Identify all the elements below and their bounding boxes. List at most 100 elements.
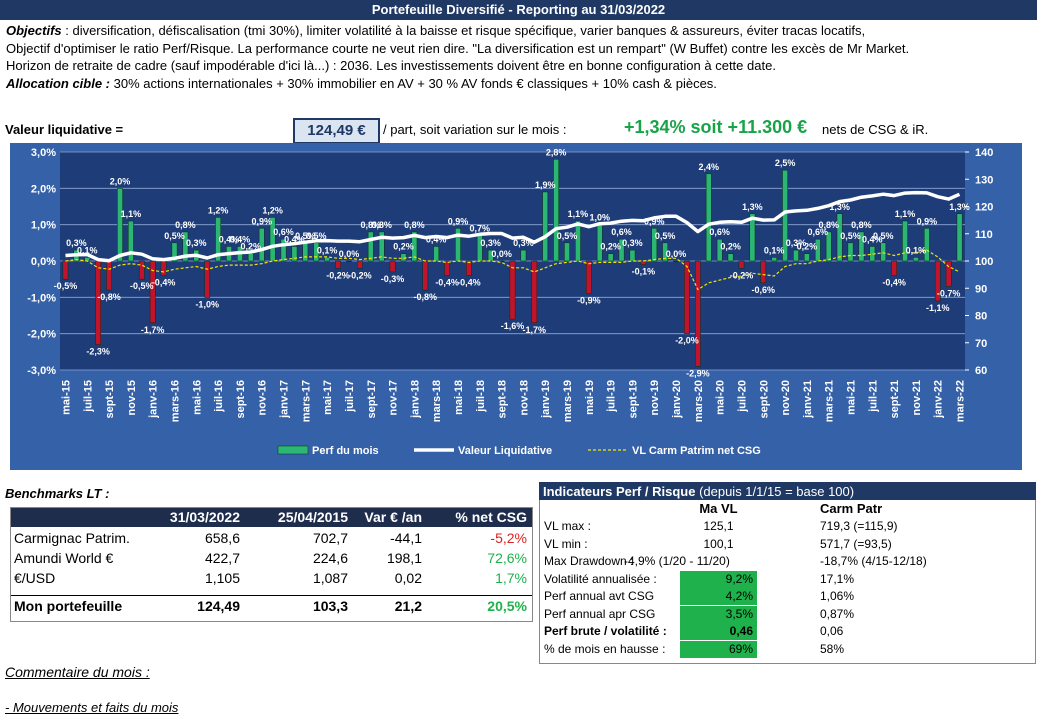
bar (684, 260, 690, 334)
data-label: -1,6% (501, 321, 525, 331)
benchmarks-cell: 1,7% (495, 570, 527, 586)
indicators-value: 0,46 (729, 624, 753, 638)
data-label: 0,2% (797, 242, 818, 252)
data-label: 0,6% (273, 227, 294, 237)
x-tick-label: mai-17 (322, 380, 334, 415)
y-tick-label: 0,0% (31, 256, 56, 268)
allocation-text: 30% actions internationales + 30% immobi… (110, 76, 717, 91)
objectives-line: Objectif d'optimiser le ratio Perf/Risqu… (6, 41, 910, 56)
data-label: 0,3% (186, 238, 207, 248)
data-label: -0,9% (577, 296, 601, 306)
indicators-row-label: Perf annual avt CSG (544, 589, 655, 603)
data-label: 0,9% (251, 216, 272, 226)
x-tick-label: janv-21 (802, 380, 814, 419)
indicators-col-header: Carm Patr (820, 501, 883, 516)
objectives-line: Horizon de retraite de cadre (sauf impod… (6, 58, 776, 73)
x-tick-label: mars-16 (169, 380, 181, 422)
vl-note: nets de CSG & iR. (822, 122, 929, 137)
bar (106, 260, 112, 291)
data-label: 0,5% (655, 231, 676, 241)
bar (695, 260, 701, 367)
bar (847, 242, 854, 262)
report-title: Portefeuille Diversifié - Reporting au 3… (0, 0, 1037, 20)
comments-title: Commentaire du mois : (5, 664, 150, 680)
data-label: 1,3% (742, 202, 763, 212)
y2-tick-label: 70 (975, 338, 987, 350)
bar (128, 220, 134, 262)
bar (160, 260, 167, 276)
data-label: 0,5% (873, 231, 894, 241)
y-tick-label: -1,0% (27, 292, 56, 304)
data-label: 0,5% (295, 231, 316, 241)
data-label: 0,8% (175, 220, 196, 230)
allocation-line: Allocation cible : 30% actions internati… (6, 75, 717, 92)
data-label: 1,1% (895, 209, 916, 219)
data-label: -2,0% (675, 336, 699, 346)
indicators-value: 125,1 (703, 519, 734, 533)
x-tick-label: mars-22 (955, 380, 967, 422)
y2-tick-label: 140 (975, 147, 993, 159)
data-label: 0,9% (644, 216, 665, 226)
indicators-value: 69% (728, 641, 753, 656)
data-label: 0,6% (808, 227, 829, 237)
bar (945, 260, 952, 287)
bar (760, 260, 767, 284)
data-label: 2,8% (546, 147, 567, 157)
data-label: 0,2% (600, 242, 621, 252)
data-label: -0,6% (752, 285, 776, 295)
x-tick-label: janv-17 (279, 380, 291, 419)
bar (618, 238, 625, 262)
data-label: 0,0% (491, 249, 512, 259)
objectives-label: Objectifs (6, 23, 62, 38)
bar (280, 238, 287, 262)
benchmarks-row-label: €/USD (14, 570, 56, 586)
x-tick-label: mai-15 (60, 380, 72, 415)
indicators-row-label: Perf annual apr CSG (544, 606, 656, 621)
data-label: -0,1% (632, 267, 656, 277)
data-label: 0,3% (786, 238, 807, 248)
indicators-value: 1,06% (820, 589, 855, 603)
bar (422, 260, 429, 291)
indicators-title: Indicateurs Perf / Risque (543, 484, 696, 499)
bar (825, 231, 832, 262)
indicators-value: 100,1 (703, 536, 734, 551)
bar (455, 228, 461, 262)
x-tick-label: janv-16 (148, 380, 160, 419)
data-label: -0,5% (130, 281, 154, 291)
x-tick-label: janv-19 (540, 380, 552, 419)
bar (716, 238, 723, 262)
indicators-row-label: Volatilité annualisée : (544, 571, 657, 586)
x-tick-label: sept-17 (366, 380, 378, 419)
data-label: 1,1% (568, 209, 589, 219)
bar (411, 231, 418, 262)
indicators-highlight (680, 640, 757, 658)
indicators-value: 4,2% (725, 589, 753, 603)
x-tick-label: janv-20 (671, 380, 683, 419)
y-tick-label: 2,0% (31, 183, 56, 195)
x-tick-label: nov-15 (126, 380, 138, 415)
bar (258, 228, 265, 262)
data-label: -0,5% (54, 281, 78, 291)
bar (804, 253, 810, 262)
benchmarks-col-header: 25/04/2015 (277, 509, 348, 525)
legend-swatch (277, 445, 309, 455)
data-label: 0,4% (219, 234, 240, 244)
data-label: -0,2% (348, 270, 372, 280)
data-label: 0,0% (339, 249, 360, 259)
y2-tick-label: 130 (975, 174, 993, 186)
y-tick-label: 3,0% (31, 147, 56, 159)
indicators-subtitle: (depuis 1/1/15 = base 100) (699, 484, 855, 499)
data-label: 1,0% (589, 213, 610, 223)
data-label: 0,4% (284, 234, 305, 244)
data-label: 2,5% (775, 158, 796, 168)
benchmarks-cell: -44,1 (390, 530, 422, 546)
bar (673, 260, 679, 262)
data-label: -2,3% (86, 347, 110, 357)
x-tick-label: mai-21 (846, 380, 858, 415)
benchmarks-cell: 1,105 (204, 570, 240, 586)
indicators-row-label: VL max : (544, 519, 591, 533)
bar (367, 231, 374, 262)
benchmarks-row-label: Amundi World € (14, 550, 114, 566)
benchmarks-cell: 422,7 (204, 550, 240, 566)
